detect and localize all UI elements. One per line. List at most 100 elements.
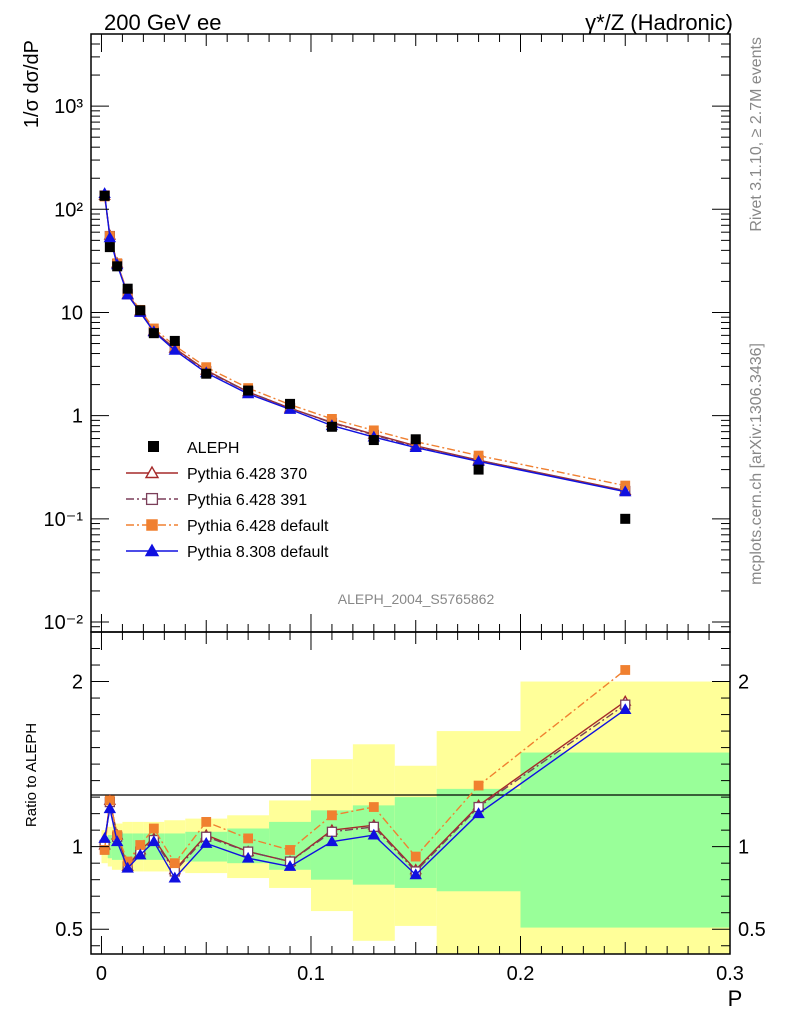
ratio-series-point bbox=[473, 780, 484, 791]
aleph-point bbox=[104, 242, 115, 253]
ratio-band-green bbox=[107, 835, 112, 859]
main-series-point bbox=[103, 231, 117, 243]
ratio-band-green bbox=[164, 833, 186, 860]
ratio-series-point bbox=[410, 851, 421, 862]
watermark: ALEPH_2004_S5765862 bbox=[338, 591, 495, 607]
aleph-point bbox=[243, 385, 254, 396]
ratio-series-point bbox=[201, 816, 212, 827]
y-tick-label: 10³ bbox=[54, 96, 83, 118]
legend-marker bbox=[144, 465, 160, 479]
legend-label-aleph: ALEPH bbox=[187, 440, 239, 457]
aleph-point bbox=[620, 513, 631, 524]
y-tick-label: 1 bbox=[72, 406, 83, 428]
legend-marker bbox=[146, 519, 158, 531]
ratio-series-point bbox=[619, 703, 632, 715]
ratio-band-green bbox=[352, 805, 395, 885]
main-axes: 10⁻² 10⁻¹ 1 10 10² 10³ bbox=[44, 33, 731, 634]
ratio-band-green bbox=[520, 752, 730, 928]
ratio-series-point bbox=[325, 835, 339, 847]
ratio-series-point bbox=[200, 836, 213, 848]
legend-marker-aleph bbox=[148, 441, 159, 452]
ratio-series-point bbox=[98, 831, 111, 843]
ratio-series-point bbox=[121, 861, 134, 873]
aleph-point bbox=[135, 305, 146, 316]
x-tick-label: 0.2 bbox=[507, 963, 535, 985]
aleph-point bbox=[201, 368, 212, 379]
main-series-line bbox=[103, 193, 626, 493]
legend-label: Pythia 6.428 default bbox=[187, 518, 329, 535]
ratio-series-point bbox=[620, 665, 631, 675]
aleph-point bbox=[148, 328, 159, 339]
legend: ALEPH Pythia 6.428 370 Pythia 6.428 391 Pyt… bbox=[126, 440, 329, 561]
aleph-point bbox=[285, 398, 296, 409]
ratio-y-tick-label: 2 bbox=[72, 672, 83, 694]
main-series-point bbox=[409, 441, 422, 453]
ratio-series-point bbox=[327, 810, 337, 821]
ratio-bands bbox=[101, 681, 730, 954]
ratio-series-point bbox=[285, 845, 295, 855]
ratio-ylabel: Ratio to ALEPH bbox=[23, 723, 40, 827]
legend-label: Pythia 8.308 default bbox=[187, 544, 329, 561]
main-series-point bbox=[121, 288, 134, 300]
ratio-frame bbox=[90, 631, 731, 955]
header-right: γ*/Z (Hadronic) bbox=[585, 10, 733, 35]
main-series-line bbox=[103, 195, 626, 492]
y-tick-label: 10⁻¹ bbox=[44, 509, 84, 531]
main-series-point bbox=[619, 485, 632, 497]
y-tick-label: 10 bbox=[61, 302, 83, 324]
legend-marker bbox=[145, 492, 159, 506]
ratio-series-point bbox=[134, 848, 147, 860]
ratio-series-point bbox=[169, 858, 180, 869]
aleph-point bbox=[368, 435, 379, 446]
legend-label: Pythia 6.428 370 bbox=[187, 466, 307, 483]
ratio-series-point bbox=[99, 845, 110, 855]
aleph-point bbox=[112, 261, 123, 272]
y-tick-label: 10² bbox=[54, 199, 83, 221]
aleph-data-points bbox=[99, 190, 631, 524]
ratio-series-point bbox=[368, 802, 379, 812]
x-axis-label: P bbox=[728, 986, 743, 1011]
ratio-series-point bbox=[241, 851, 255, 863]
aleph-point bbox=[326, 421, 337, 432]
x-tick-label: 0.3 bbox=[716, 963, 744, 985]
main-frame bbox=[90, 33, 731, 633]
ratio-series-point bbox=[326, 826, 338, 837]
main-series-line bbox=[103, 196, 626, 487]
aleph-point bbox=[99, 190, 110, 201]
aleph-point bbox=[473, 464, 484, 475]
ratio-series-point bbox=[147, 835, 161, 847]
ratio-series-point bbox=[367, 828, 381, 840]
y-tick-label: 10⁻² bbox=[44, 612, 84, 634]
ratio-series-point bbox=[243, 833, 254, 844]
ratio-y-tick-label-right: 0.5 bbox=[738, 919, 766, 941]
ratio-series-point bbox=[168, 871, 182, 883]
ratio-band-green bbox=[143, 833, 165, 860]
ratio-y-tick-label: 0.5 bbox=[55, 919, 83, 941]
main-series-point bbox=[168, 343, 182, 355]
legend-label: Pythia 6.428 391 bbox=[187, 492, 307, 509]
ratio-band-green bbox=[122, 833, 133, 860]
ratio-series-point bbox=[148, 823, 159, 834]
ratio-series-point bbox=[110, 835, 124, 847]
ratio-band-green bbox=[111, 833, 123, 860]
side-text-source: mcplots.cern.ch [arXiv:1306.3436] bbox=[748, 343, 765, 585]
ratio-series-point bbox=[103, 802, 117, 814]
ratio-axes: 0.5 0.5 1 1 2 2 0 0.1 0.2 0.3 bbox=[55, 632, 766, 985]
main-ylabel: 1/σ dσ/dP bbox=[21, 40, 43, 128]
ratio-series-point bbox=[283, 860, 297, 871]
main-series-line bbox=[103, 195, 626, 492]
legend-marker bbox=[144, 543, 160, 557]
ratio-y-tick-label-right: 2 bbox=[738, 672, 749, 694]
x-tick-label: 0.1 bbox=[297, 963, 325, 985]
header-left: 200 GeV ee bbox=[104, 10, 221, 35]
ratio-series-point bbox=[472, 807, 485, 819]
aleph-point bbox=[169, 335, 180, 346]
x-tick-label: 0 bbox=[96, 963, 107, 985]
aleph-point bbox=[410, 434, 421, 445]
side-text-events: Rivet 3.1.10, ≥ 2.7M events bbox=[748, 37, 765, 232]
ratio-series-point bbox=[135, 840, 146, 850]
ratio-y-tick-label: 1 bbox=[72, 837, 83, 859]
aleph-point bbox=[122, 283, 133, 294]
ratio-y-tick-label-right: 1 bbox=[738, 837, 749, 859]
